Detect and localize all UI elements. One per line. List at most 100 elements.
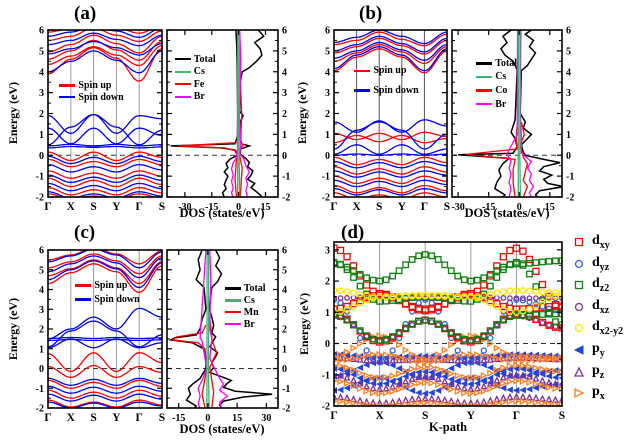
band-lines	[48, 250, 162, 408]
tick-label: 15	[545, 202, 555, 213]
legend-label: Co	[495, 85, 508, 97]
tick-label: 30	[261, 413, 271, 424]
legend-swatch	[224, 322, 241, 326]
legend-swatch	[476, 89, 493, 92]
legend-swatch	[476, 102, 493, 106]
tick-label: 1	[39, 130, 44, 141]
tick-label: -1	[322, 370, 330, 381]
tick-label: -2	[322, 402, 330, 413]
legend-swatch	[75, 298, 92, 301]
legend-label: Spin up	[78, 79, 112, 91]
tick-label: 15	[260, 202, 270, 213]
panel-b-band-plot: -2 -1 0 1 2 3 4 5 6 Γ X S Y Γ S	[322, 26, 451, 214]
tick-label: -1	[322, 172, 330, 183]
legend-swatch	[75, 284, 92, 287]
dos-legend-item-a-2: Fe	[174, 78, 204, 90]
d-x2-y2-marker-icon	[574, 324, 584, 333]
tick-label: 0	[39, 151, 44, 162]
band-lines	[334, 30, 447, 197]
orbital-legend-item-0: dxy	[572, 233, 610, 251]
tick-label: -15	[205, 202, 218, 213]
tick-label: 6	[566, 26, 571, 37]
tick-label: 0	[236, 202, 241, 213]
tick-label: S	[159, 412, 165, 424]
tick-label: 4	[39, 285, 44, 296]
tick-label: 15	[232, 413, 242, 424]
dos-legend-item-a-3: Br	[174, 91, 205, 103]
tick-label: Γ	[136, 201, 143, 213]
orbital-legend-item-4: dx2-y2	[572, 319, 623, 337]
tick-label: 0	[205, 413, 210, 424]
p-z-marker-icon	[573, 366, 585, 377]
tick-label: -2	[36, 193, 44, 204]
legend-label: Br	[495, 98, 507, 110]
tick-label: -1	[36, 384, 44, 395]
panel-d-orbital-plot: -2 -1 0 1 2 3 Γ X S Y Γ S	[322, 241, 565, 422]
tick-label: Γ	[44, 412, 51, 424]
dos-curves	[170, 30, 265, 197]
y-axis-label-cd: Energy (eV)	[297, 292, 311, 356]
tick-label: Γ	[330, 410, 337, 422]
d-xz-marker-icon	[574, 302, 584, 311]
tick-label: 0	[282, 151, 287, 162]
legend-label: Spin down	[373, 85, 419, 97]
tick-label: 1	[325, 308, 330, 319]
dos-legend-item-b-2: Co	[476, 85, 507, 97]
orbital-markers	[334, 244, 562, 406]
legend-label: Spin up	[94, 280, 128, 292]
tick-label: -1	[36, 172, 44, 183]
legend-swatch	[174, 58, 191, 61]
orbital-legend-label: px	[592, 384, 605, 403]
tick-label: 0	[282, 364, 287, 375]
dos-x-axis-label-b: DOS (states/eV)	[464, 206, 550, 220]
legend-label: Spin down	[94, 293, 140, 305]
tick-label: 1	[39, 344, 44, 355]
tick-label: S	[376, 201, 382, 213]
y-axis-label-a-right: Energy (eV)	[295, 81, 309, 145]
tick-label: -30	[178, 202, 191, 213]
tick-label: 1	[566, 130, 571, 141]
dos-curves	[458, 30, 562, 197]
orbital-legend-item-6: pz	[572, 363, 604, 381]
tick-label: 3	[566, 88, 571, 99]
legend-label: Cs	[193, 66, 205, 78]
tick-label: X	[67, 412, 76, 424]
dos-curves	[168, 250, 273, 408]
legend-label: Br	[193, 91, 205, 103]
orbital-legend-item-3: dxz	[572, 298, 609, 316]
legend-swatch	[354, 69, 371, 72]
tick-label: 2	[282, 325, 287, 336]
legend-item-b-1: Spin down	[354, 85, 419, 97]
tick-label: 5	[39, 265, 44, 276]
tick-label: 2	[325, 109, 330, 120]
tick-label: S	[159, 201, 165, 213]
tick-label: 5	[566, 46, 571, 57]
orbital-legend-label: py	[592, 341, 605, 359]
legend-label: Total	[193, 53, 216, 65]
tick-label: 3	[325, 245, 330, 256]
legend-swatch	[476, 75, 493, 79]
tick-label: 2	[39, 325, 44, 336]
tick-label: Y	[112, 412, 121, 424]
tick-label: 6	[282, 246, 287, 257]
legend-swatch	[224, 287, 241, 290]
tick-label: 3	[39, 305, 44, 316]
tick-label: 6	[39, 26, 44, 37]
tick-label: 0	[325, 151, 330, 162]
tick-label: -1	[566, 172, 574, 183]
y-axis-label-c-left: Energy (eV)	[6, 297, 20, 361]
d-z2-marker-icon	[574, 281, 584, 290]
orbital-legend-label: dxz	[592, 297, 610, 316]
tick-label: S	[90, 201, 96, 213]
tick-label: S	[422, 410, 428, 422]
legend-item-a-0: Spin up	[59, 79, 111, 91]
tick-label: 6	[325, 26, 330, 37]
band-lines	[48, 30, 162, 197]
panel-a-dos-plot: -2 -1 0 1 2 3 4 5 6 -30 -15 0 15	[166, 26, 290, 213]
legend-label: Total	[495, 57, 518, 69]
legend-swatch	[59, 96, 76, 99]
y-axis-label-a-left: Energy (eV)	[6, 81, 20, 145]
legend-swatch	[224, 299, 241, 302]
legend-label: Spin down	[78, 91, 124, 103]
